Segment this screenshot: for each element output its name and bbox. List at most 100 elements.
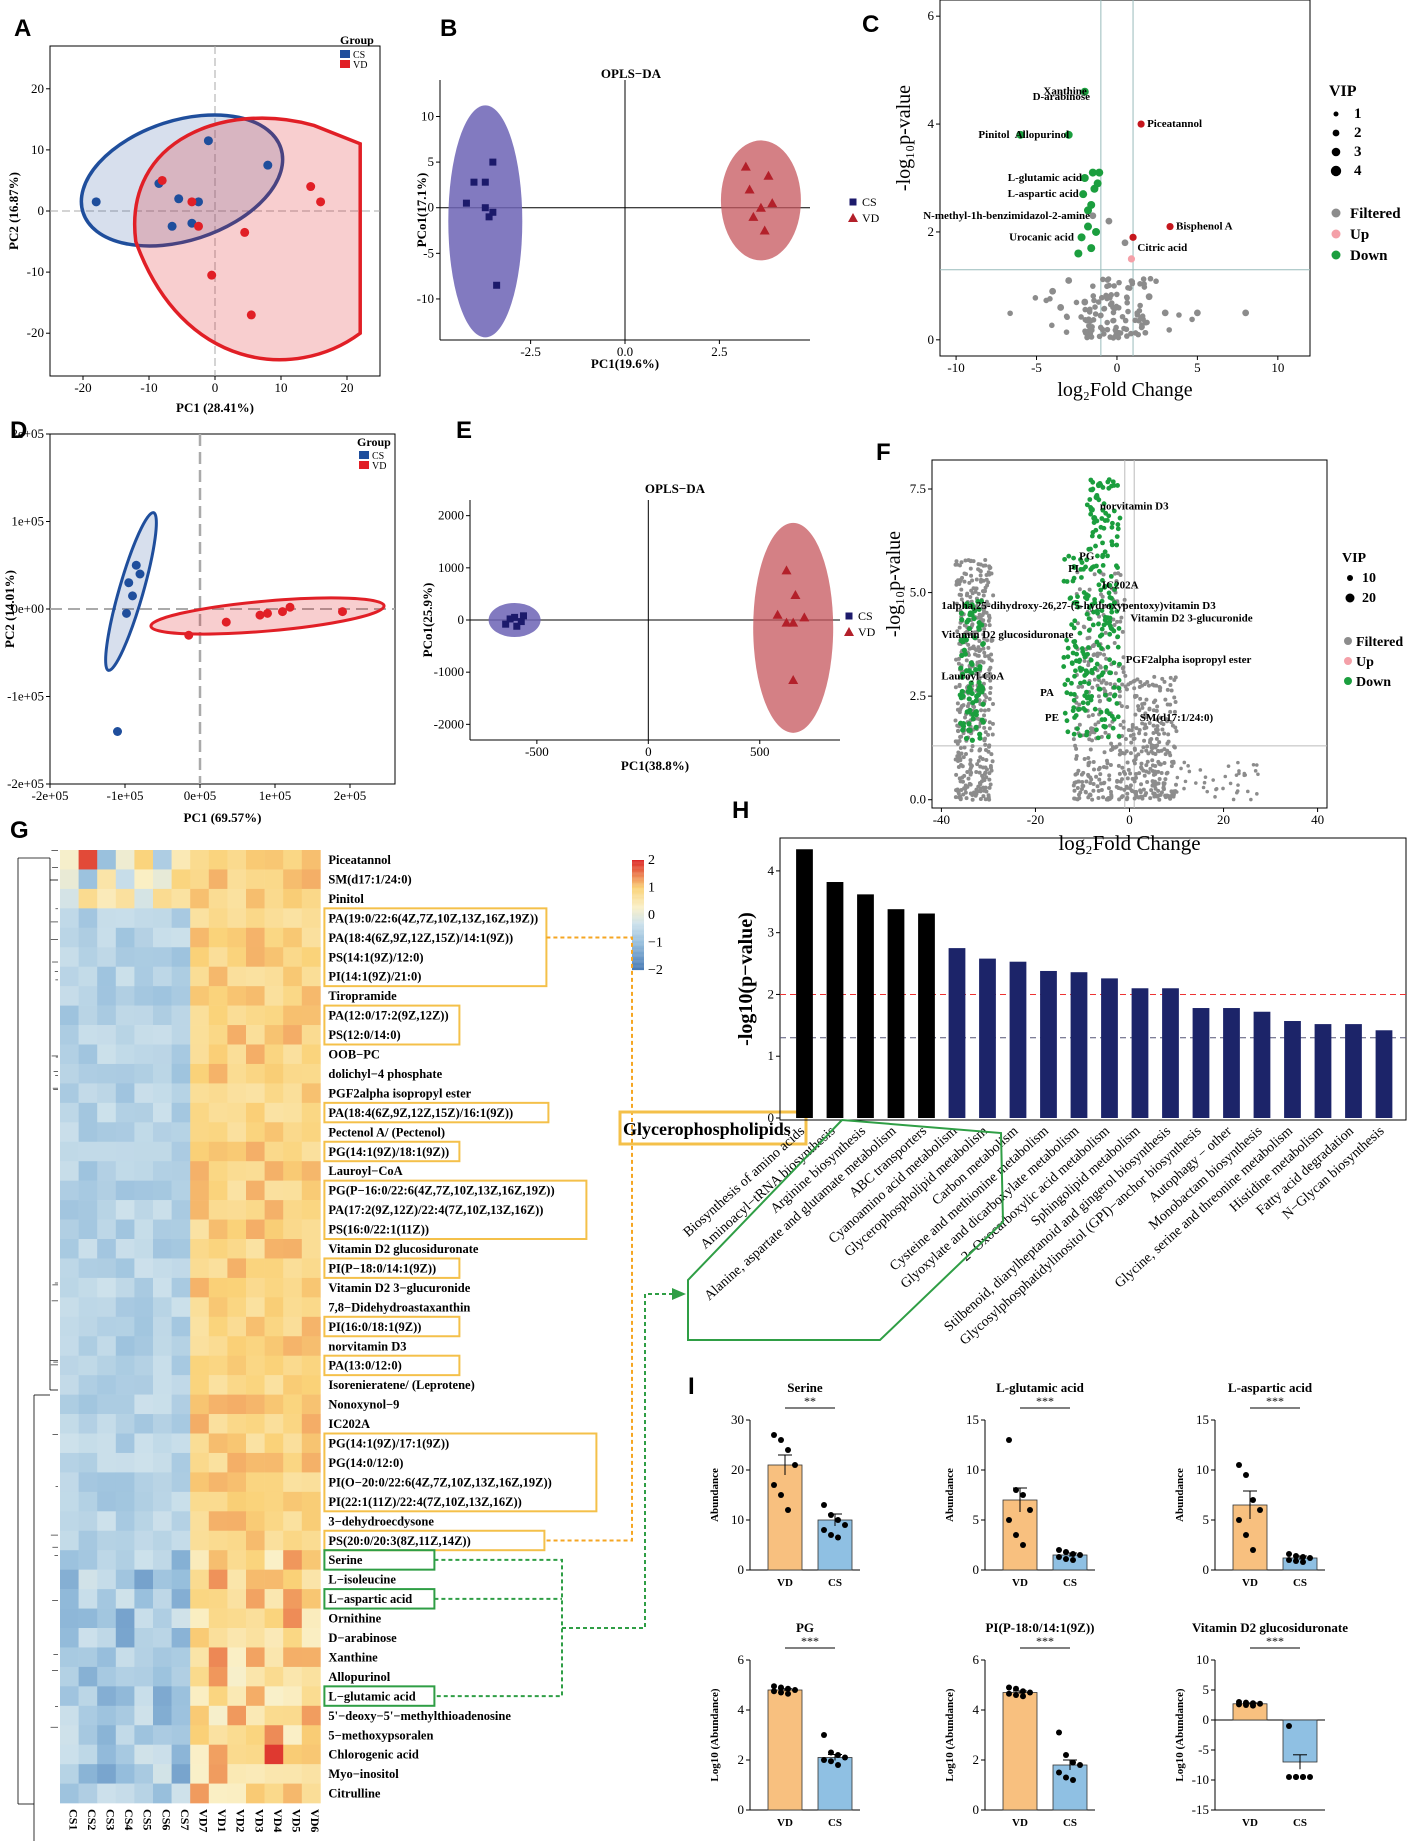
- c-filtered-point: [1132, 330, 1139, 336]
- f-filtered-point: [983, 623, 988, 628]
- b-legend-vd-swatch: [848, 213, 858, 222]
- g-cell: [301, 1433, 321, 1454]
- g-cell: [301, 1686, 321, 1707]
- f-down-point: [1088, 657, 1094, 663]
- g-cell: [115, 1063, 135, 1084]
- g-cell: [190, 927, 210, 948]
- g-cell: [97, 869, 117, 890]
- g-cell: [246, 1005, 265, 1026]
- f-down-point: [979, 689, 985, 695]
- f-filtered-point: [988, 665, 993, 670]
- f-filtered-point: [954, 582, 959, 587]
- f-down-point: [1081, 651, 1087, 657]
- g-row-label: PA(17:2(9Z,12Z)/22:4(7Z,10Z,13Z,16Z)): [328, 1203, 543, 1217]
- g-cell: [227, 869, 247, 890]
- i4-point: [778, 1689, 784, 1696]
- g-cell: [208, 1141, 228, 1162]
- g-cell: [190, 1608, 210, 1629]
- g-col-label: CS6: [159, 1809, 173, 1830]
- f-down-point: [1076, 658, 1082, 664]
- f-filtered-point: [958, 734, 963, 739]
- i1-xtick-label: VD: [777, 1577, 793, 1589]
- f-filtered-point: [1128, 733, 1133, 738]
- f-filtered-point: [1071, 737, 1076, 742]
- g-cell: [301, 986, 321, 1006]
- g-scale-cell: [632, 935, 644, 938]
- h-ytick-label: 4: [768, 863, 775, 878]
- f-filtered-point: [1143, 732, 1148, 737]
- g-green-bracket: [434, 1293, 682, 1698]
- g-cell: [134, 947, 154, 967]
- f-down-point: [1096, 674, 1102, 680]
- f-filtered-point: [1172, 678, 1177, 683]
- f-filtered-point: [960, 775, 965, 780]
- g-scale-cell: [632, 864, 644, 866]
- g-cell: [115, 869, 135, 890]
- c-vip-size-label: 3: [1354, 144, 1362, 160]
- f-filtered-point: [1145, 679, 1150, 684]
- f-filtered-point: [953, 739, 958, 744]
- g-cell: [208, 1122, 228, 1143]
- f-down-point: [1103, 614, 1108, 620]
- a-xtick-label: -10: [140, 380, 157, 395]
- g-cell: [134, 1063, 154, 1084]
- g-cell: [264, 947, 284, 967]
- g-cell: [115, 1025, 135, 1045]
- g-scale-cell: [632, 879, 644, 881]
- f-filtered-point: [1136, 704, 1141, 709]
- g-cell: [153, 1239, 172, 1259]
- g-cell: [60, 1628, 79, 1648]
- e-vd-point: [788, 675, 799, 684]
- g-cell: [283, 1452, 303, 1473]
- i2-point: [1070, 1557, 1076, 1563]
- g-cell: [153, 1180, 172, 1201]
- g-cell: [60, 966, 79, 987]
- g-cell: [78, 1239, 98, 1259]
- i3-point: [1286, 1551, 1292, 1557]
- f-down-point: [1071, 731, 1077, 737]
- c-point-label: Urocanic acid: [1009, 231, 1074, 243]
- f-filtered-point: [1087, 635, 1092, 640]
- i3-point: [1286, 1557, 1292, 1563]
- g-cell: [190, 1141, 210, 1162]
- g-cell: [246, 1141, 265, 1162]
- g-cell: [227, 966, 247, 987]
- g-cell: [60, 1530, 79, 1551]
- f-down-point: [1093, 494, 1100, 501]
- f-down-point: [1087, 497, 1093, 502]
- g-cell: [227, 1277, 247, 1298]
- g-cell: [264, 1414, 284, 1434]
- f-down-point: [1100, 578, 1105, 583]
- i2-point: [1013, 1532, 1019, 1538]
- f-filtered-point: [1088, 726, 1093, 731]
- g-cell: [171, 869, 191, 890]
- f-filtered-point: [1098, 651, 1103, 656]
- g-row-label: Isorenieratene/ (Leprotene): [328, 1378, 474, 1392]
- g-cell: [171, 1297, 191, 1318]
- g-cell: [283, 1375, 303, 1395]
- g-cell: [153, 1297, 172, 1318]
- g-cell: [97, 1628, 117, 1648]
- e-vd-ellipse: [753, 522, 834, 733]
- i3-ytick-label: 10: [1196, 1462, 1209, 1477]
- h-bar: [1009, 961, 1027, 1118]
- g-cell: [153, 1783, 172, 1804]
- f-filtered-point: [962, 571, 967, 576]
- f-filtered-point: [956, 791, 961, 796]
- f-down-point: [1084, 689, 1089, 695]
- f-filtered-point: [965, 704, 970, 709]
- g-cell: [301, 1550, 321, 1570]
- h-bar: [826, 882, 844, 1118]
- g-cell: [264, 1666, 284, 1687]
- f-filtered-point: [964, 658, 969, 663]
- f-filtered-point: [1088, 780, 1093, 785]
- g-scale-cell: [632, 923, 644, 925]
- c-filtered-point: [1057, 304, 1065, 311]
- e-cs-point: [519, 612, 527, 620]
- g-scale-cell: [632, 924, 644, 927]
- g-col-label: VD7: [197, 1809, 211, 1832]
- f-filtered-point: [1221, 786, 1225, 791]
- a-ytick-label: -20: [27, 325, 44, 340]
- i4-ytick-label: 0: [738, 1802, 745, 1817]
- f-filtered-point: [1117, 694, 1122, 699]
